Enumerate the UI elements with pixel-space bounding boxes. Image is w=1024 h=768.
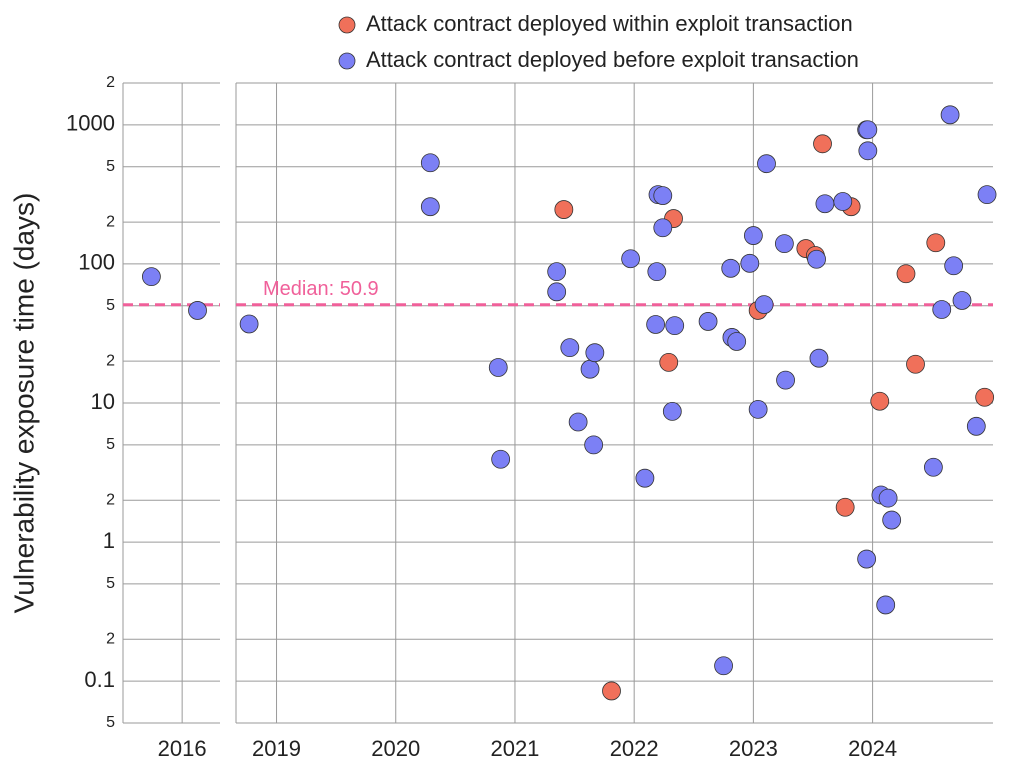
data-point [882, 510, 902, 530]
data-point [835, 497, 855, 517]
data-point [923, 457, 943, 477]
data-point [653, 218, 673, 238]
y-tick-label: 2 [106, 74, 115, 91]
x-tick-label: 2020 [371, 736, 420, 761]
data-point [906, 354, 925, 374]
x-tick-label: 2023 [729, 736, 778, 761]
data-point [813, 134, 832, 154]
data-point [621, 249, 640, 269]
y-tick-label: 1000 [66, 111, 115, 136]
data-point [727, 332, 747, 351]
data-point [774, 234, 794, 254]
data-point [580, 359, 600, 379]
data-point [944, 256, 964, 276]
y-tick-label: 1 [103, 528, 115, 553]
y-tick-label: 2 [106, 491, 115, 508]
x-tick-label: 2022 [610, 736, 659, 761]
legend-label: Attack contract deployed before exploit … [366, 47, 859, 72]
data-point [857, 549, 877, 569]
data-point [584, 435, 604, 455]
data-point [940, 105, 960, 125]
data-point [896, 264, 916, 284]
data-point [878, 488, 898, 508]
data-point [932, 300, 952, 319]
y-tick-label: 5 [106, 297, 115, 314]
y-tick-label: 2 [106, 630, 115, 647]
y-tick-label: 2 [106, 352, 115, 369]
data-point [141, 267, 161, 287]
data-point [560, 338, 580, 358]
data-point [952, 291, 972, 310]
data-point [653, 186, 673, 205]
data-point [858, 141, 878, 161]
data-point [659, 352, 679, 372]
data-point [188, 301, 207, 320]
x-tick-label: 2021 [490, 736, 539, 761]
data-point [635, 468, 655, 488]
legend-marker [338, 52, 356, 70]
data-point [698, 312, 718, 331]
y-tick-label: 10 [91, 389, 115, 414]
y-tick-label: 5 [106, 158, 115, 175]
data-point [776, 370, 795, 390]
data-point [757, 154, 776, 174]
data-point [858, 120, 878, 140]
data-point [585, 343, 605, 363]
data-point [740, 253, 760, 273]
data-point [754, 295, 774, 314]
data-point [647, 262, 667, 282]
data-point [239, 314, 259, 334]
data-point [807, 249, 826, 269]
y-tick-label: 5 [106, 575, 115, 592]
y-tick-label: 0.1 [84, 667, 115, 692]
x-tick-label: 2019 [252, 736, 301, 761]
data-point [665, 316, 685, 336]
legend-label: Attack contract deployed within exploit … [366, 11, 853, 36]
data-point [420, 197, 440, 217]
data-point [966, 416, 986, 436]
data-point [646, 315, 666, 334]
data-point [743, 226, 763, 245]
data-point [815, 194, 835, 214]
median-label: Median: 50.9 [263, 278, 379, 300]
data-point [547, 282, 567, 302]
data-point [721, 258, 741, 278]
x-tick-label: 2024 [848, 736, 897, 761]
data-point [870, 391, 890, 411]
data-point [876, 595, 896, 615]
y-tick-label: 5 [106, 714, 115, 731]
data-point [488, 358, 508, 377]
data-point [977, 185, 997, 205]
data-point [714, 656, 733, 676]
y-axis-label: Vulnerability exposure time (days) [8, 193, 39, 614]
y-tick-label: 5 [106, 436, 115, 453]
data-point [491, 449, 511, 469]
data-point [809, 348, 829, 368]
data-point [602, 681, 621, 701]
data-point [547, 262, 567, 282]
data-point [420, 153, 440, 173]
x-tick-label: 2016 [158, 736, 207, 761]
data-point [554, 200, 574, 219]
y-tick-label: 100 [78, 250, 115, 275]
data-point [568, 412, 588, 432]
data-point [662, 402, 682, 421]
data-point [975, 387, 995, 407]
legend-marker [338, 16, 356, 34]
y-tick-label: 2 [106, 213, 115, 230]
data-point [833, 192, 853, 211]
data-point [748, 399, 768, 419]
data-point [926, 233, 946, 253]
